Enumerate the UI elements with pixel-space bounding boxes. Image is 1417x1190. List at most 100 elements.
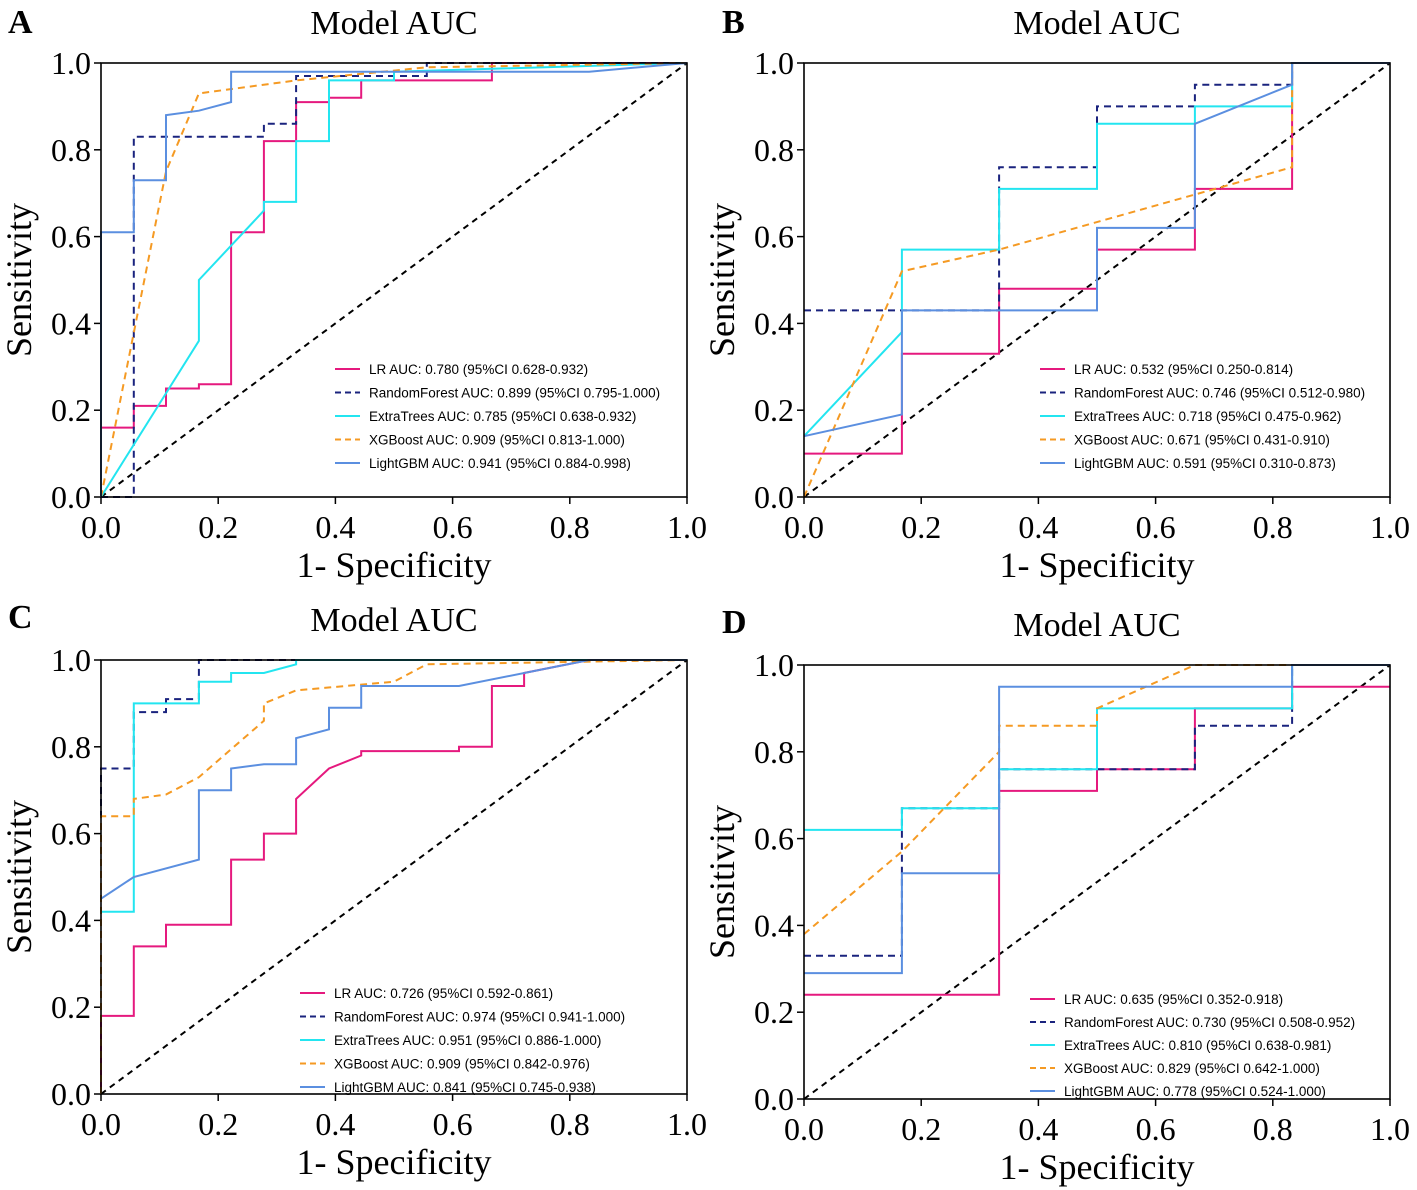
y-tick-label: 1.0	[51, 45, 91, 81]
x-tick-label: 1.0	[1370, 509, 1410, 545]
x-tick-label: 0.4	[315, 509, 355, 545]
y-tick-label: 0.2	[754, 994, 794, 1030]
chance-diagonal	[100, 659, 688, 1095]
y-tick-label: 0.4	[754, 907, 794, 943]
roc-line-extratrees	[803, 62, 1390, 437]
panel-c: C Model AUC 0.0 0.2 0.4 0.6 0.8 1.0 0.0 0.2 0.4 0.6…	[0, 599, 707, 1182]
roc-line-lr	[100, 62, 687, 497]
x-tick-label: 1.0	[1370, 1111, 1410, 1147]
x-tick-label: 0.4	[1018, 1111, 1058, 1147]
x-tick-label: 0.2	[198, 1106, 238, 1142]
legend-entry: XGBoost AUC: 0.671 (95%CI 0.431-0.910)	[1074, 433, 1330, 448]
legend-entry: LightGBM AUC: 0.778 (95%CI 0.524-1.000)	[1064, 1084, 1326, 1099]
y-tick-label: 0.6	[51, 816, 91, 852]
y-tick-label: 0.8	[754, 734, 794, 770]
legend-entry: LR AUC: 0.635 (95%CI 0.352-0.918)	[1064, 992, 1283, 1007]
panel-letter: B	[722, 4, 745, 41]
plot-frame	[803, 62, 1391, 498]
chart-title: Model AUC	[1013, 607, 1180, 644]
y-tick-label: 0.6	[51, 219, 91, 255]
y-tick-label: 0.6	[754, 821, 794, 857]
panel-letter: C	[8, 599, 33, 636]
y-tick-label: 1.0	[754, 647, 794, 683]
y-tick-label: 0.8	[754, 132, 794, 168]
roc-line-xgboost	[100, 62, 688, 498]
y-tick-label: 0.8	[51, 729, 91, 765]
chart-title: Model AUC	[1013, 5, 1180, 42]
panel-a: A Model AUC 0.0 0.2 0.4 0.6 0.8 1.0 0.0 0.2 0.4 0.6…	[0, 4, 707, 585]
y-axis-label: Sensitivity	[702, 805, 742, 959]
roc-line-randomforest	[101, 62, 687, 498]
x-tick-label: 0.2	[901, 509, 941, 545]
roc-line-extratrees	[101, 659, 687, 913]
y-tick-label: 0.2	[51, 392, 91, 428]
x-tick-label: 1.0	[667, 509, 707, 545]
y-tick-label: 0.4	[754, 305, 794, 341]
roc-line-xgboost	[803, 664, 1390, 935]
legend-entry: LR AUC: 0.780 (95%CI 0.628-0.932)	[369, 362, 588, 377]
y-tick-label: 0.6	[754, 219, 794, 255]
y-axis-label: Sensitivity	[0, 203, 39, 357]
x-tick-label: 0.8	[550, 1106, 590, 1142]
y-tick-label: 1.0	[754, 45, 794, 81]
legend-entry: ExtraTrees AUC: 0.951 (95%CI 0.886-1.000…	[334, 1033, 601, 1048]
legend-entry: LightGBM AUC: 0.841 (95%CI 0.745-0.938)	[334, 1080, 596, 1095]
chance-diagonal	[100, 62, 688, 498]
y-tick-label: 0.2	[754, 392, 794, 428]
roc-line-lr	[100, 659, 687, 1094]
roc-line-extratrees	[804, 664, 1390, 831]
x-axis-label: 1- Specificity	[297, 545, 492, 585]
panel-b: B Model AUC 0.0 0.2 0.4 0.6 0.8 1.0 0.0 0.2 0.4 0.6…	[702, 4, 1410, 585]
x-tick-label: 0.6	[1136, 509, 1176, 545]
legend-entry: RandomForest AUC: 0.730 (95%CI 0.508-0.9…	[1064, 1015, 1355, 1030]
plot-frame	[100, 62, 688, 498]
legend-entry: RandomForest AUC: 0.974 (95%CI 0.941-1.0…	[334, 1010, 625, 1025]
x-tick-label: 0.4	[1018, 509, 1058, 545]
x-tick-label: 0.6	[433, 509, 473, 545]
y-tick-label: 0.8	[51, 132, 91, 168]
chart-title: Model AUC	[310, 5, 477, 42]
x-tick-label: 0.6	[433, 1106, 473, 1142]
y-tick-label: 0.0	[754, 1081, 794, 1117]
x-tick-label: 0.0	[784, 509, 824, 545]
legend-entry: RandomForest AUC: 0.899 (95%CI 0.795-1.0…	[369, 386, 660, 401]
x-tick-label: 0.0	[81, 509, 121, 545]
chance-diagonal	[803, 664, 1391, 1100]
x-tick-label: 0.4	[315, 1106, 355, 1142]
roc-line-randomforest	[100, 659, 687, 1094]
x-axis-label: 1- Specificity	[1000, 1147, 1195, 1187]
panel-letter: D	[722, 604, 747, 641]
panel-letter: A	[8, 4, 33, 41]
legend-entry: ExtraTrees AUC: 0.810 (95%CI 0.638-0.981…	[1064, 1038, 1331, 1053]
y-axis-label: Sensitivity	[0, 800, 39, 954]
roc-line-lightgbm	[100, 62, 688, 497]
x-tick-label: 0.2	[198, 509, 238, 545]
legend-entry: LR AUC: 0.532 (95%CI 0.250-0.814)	[1074, 362, 1293, 377]
plot-frame	[803, 664, 1391, 1100]
legend-entry: ExtraTrees AUC: 0.718 (95%CI 0.475-0.962…	[1074, 409, 1341, 424]
x-tick-label: 0.6	[1136, 1111, 1176, 1147]
roc-line-lightgbm	[804, 664, 1390, 975]
x-tick-label: 0.8	[1253, 509, 1293, 545]
x-tick-label: 1.0	[667, 1106, 707, 1142]
y-axis-label: Sensitivity	[702, 203, 742, 357]
y-tick-label: 0.4	[51, 305, 91, 341]
legend-entry: XGBoost AUC: 0.909 (95%CI 0.813-1.000)	[369, 433, 625, 448]
y-tick-label: 0.0	[51, 479, 91, 515]
roc-line-xgboost	[100, 659, 688, 1094]
y-tick-label: 0.2	[51, 989, 91, 1025]
legend-entry: ExtraTrees AUC: 0.785 (95%CI 0.638-0.932…	[369, 409, 636, 424]
legend-entry: XGBoost AUC: 0.909 (95%CI 0.842-0.976)	[334, 1057, 590, 1072]
x-tick-label: 0.2	[901, 1111, 941, 1147]
legend-entry: XGBoost AUC: 0.829 (95%CI 0.642-1.000)	[1064, 1061, 1320, 1076]
legend-entry: RandomForest AUC: 0.746 (95%CI 0.512-0.9…	[1074, 386, 1365, 401]
roc-line-lightgbm	[100, 659, 687, 900]
x-tick-label: 0.8	[550, 509, 590, 545]
x-axis-label: 1- Specificity	[297, 1142, 492, 1182]
plot-frame	[100, 659, 688, 1095]
roc-line-extratrees	[100, 62, 688, 498]
roc-line-lightgbm	[803, 62, 1390, 438]
x-tick-label: 0.0	[81, 1106, 121, 1142]
legend-entry: LR AUC: 0.726 (95%CI 0.592-0.861)	[334, 986, 553, 1001]
